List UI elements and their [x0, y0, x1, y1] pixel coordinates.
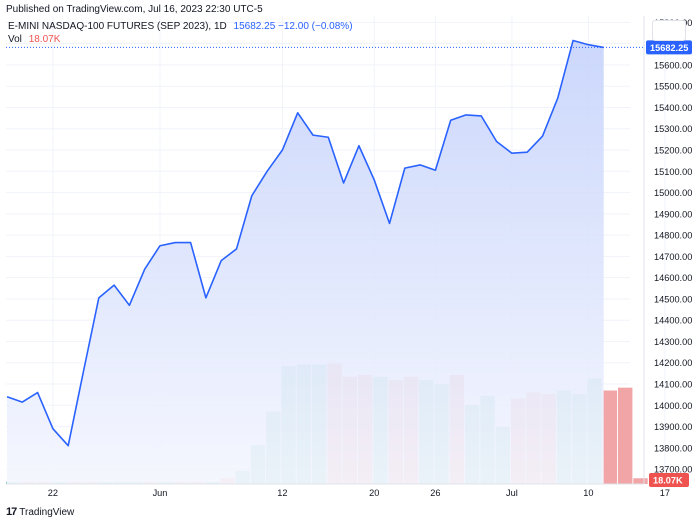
x-tick-label: 10	[583, 488, 593, 498]
price-area	[7, 40, 604, 485]
x-tick-label: 22	[48, 488, 58, 498]
tradingview-logo-icon: 17	[6, 506, 17, 518]
legend-volume-row: Vol 18.07K	[8, 34, 60, 45]
volume-bar	[633, 478, 648, 484]
y-tick-label: 15100.00	[654, 167, 692, 177]
volume-label[interactable]: Vol	[8, 34, 22, 45]
x-tick-label: Jun	[153, 488, 168, 498]
chart-options-button[interactable]	[652, 20, 686, 41]
y-tick-label: 14300.00	[654, 337, 692, 347]
last-price-label: 15682.25	[650, 43, 688, 53]
y-tick-label: 14700.00	[654, 252, 692, 262]
volume-badge-label: 18.07K	[653, 476, 683, 486]
y-tick-label: 14400.00	[654, 316, 692, 326]
volume-value: 18.07K	[28, 34, 61, 45]
x-tick-label: 20	[369, 488, 379, 498]
x-tick-label: Jul	[506, 488, 518, 498]
x-tick-label: 12	[277, 488, 287, 498]
tradingview-brand: TradingView	[19, 506, 75, 518]
price-change: 15682.25 −12.00 (−0.08%)	[233, 21, 353, 32]
tradingview-footer[interactable]: 17 TradingView	[6, 506, 74, 518]
x-tick-label: 17	[660, 488, 670, 498]
y-tick-label: 13800.00	[654, 443, 692, 453]
published-note: Published on TradingView.com, Jul 16, 20…	[6, 4, 263, 15]
last-price-badge	[646, 40, 692, 55]
y-tick-label: 14900.00	[654, 209, 692, 219]
y-tick-label: 14600.00	[654, 273, 692, 283]
y-tick-label: 15600.00	[654, 60, 692, 70]
y-tick-label: 15500.00	[654, 82, 692, 92]
volume-bar	[602, 390, 618, 484]
x-tick-label: 26	[430, 488, 440, 498]
legend-symbol-row: E-MINI NASDAQ-100 FUTURES (SEP 2023), 1D…	[8, 21, 353, 32]
y-tick-label: 14000.00	[654, 401, 692, 411]
y-tick-label: 13700.00	[654, 465, 692, 475]
symbol-title[interactable]: E-MINI NASDAQ-100 FUTURES (SEP 2023), 1D	[8, 21, 227, 32]
volume-bar	[618, 387, 633, 484]
price-line	[6, 39, 604, 447]
y-tick-label: 14500.00	[654, 294, 692, 304]
y-tick-label: 15300.00	[654, 124, 692, 134]
y-tick-label: 15400.00	[654, 103, 692, 113]
y-tick-label: 14800.00	[654, 231, 692, 241]
y-tick-label: 14200.00	[654, 358, 692, 368]
y-tick-label: 13900.00	[654, 422, 692, 432]
volume-badge	[649, 473, 689, 487]
y-tick-label: 14100.00	[654, 380, 692, 390]
y-tick-label: 15000.00	[654, 188, 692, 198]
y-tick-label: 15200.00	[654, 146, 692, 156]
